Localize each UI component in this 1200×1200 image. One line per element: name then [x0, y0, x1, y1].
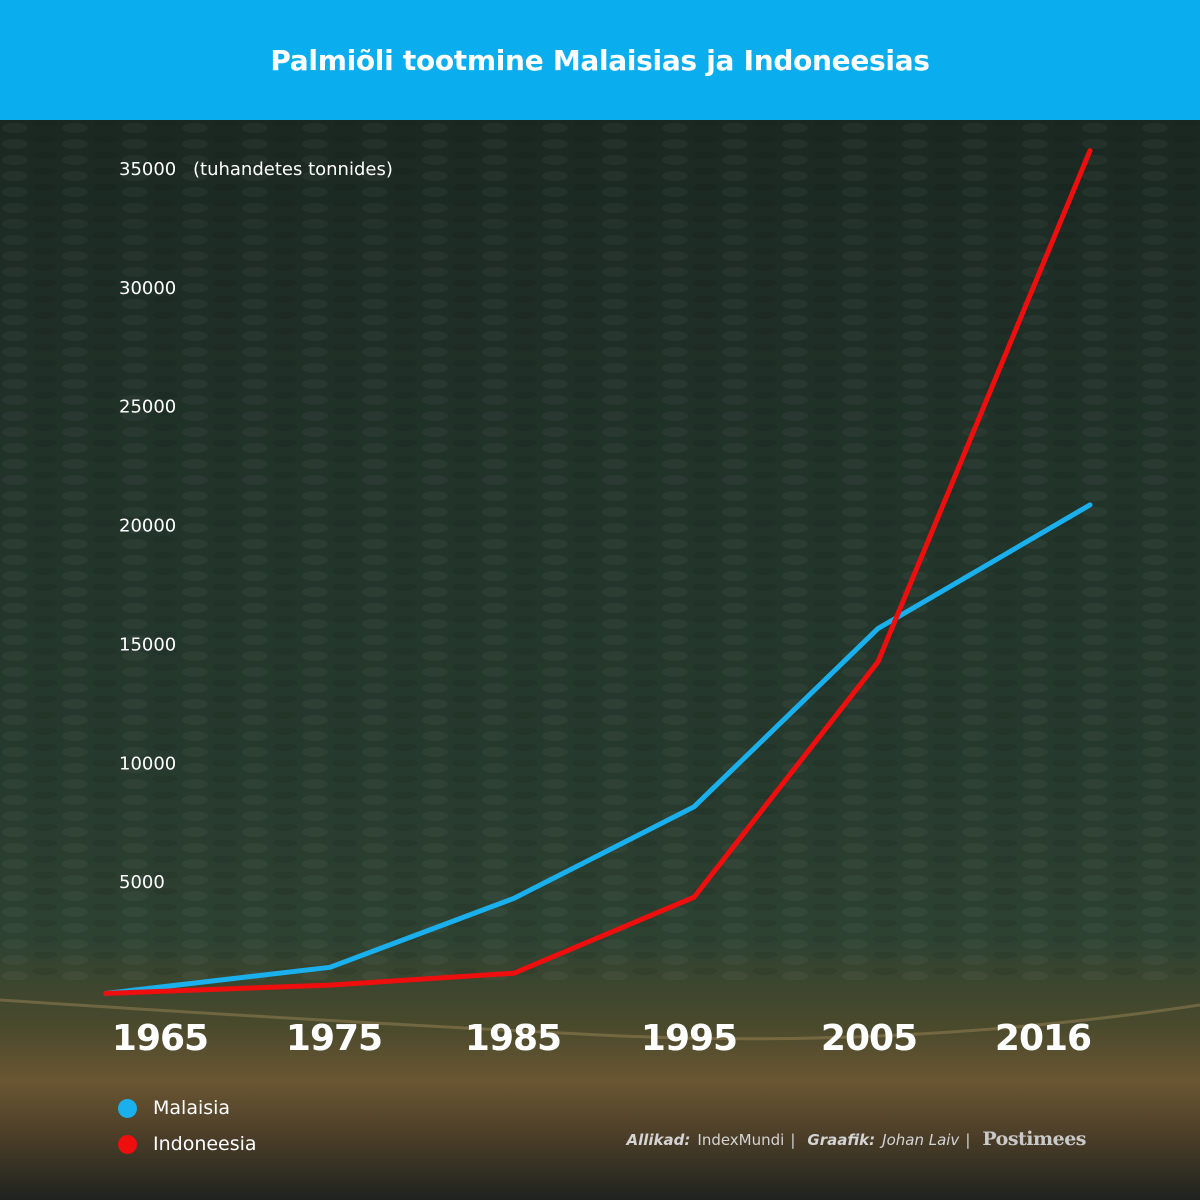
plantation-background-photo: [0, 120, 1200, 1200]
y-tick-label: 30000: [119, 278, 176, 299]
credits-separator: |: [790, 1131, 796, 1149]
x-tick-label: 2016: [995, 1018, 1091, 1059]
x-tick-label: 2005: [821, 1018, 917, 1059]
y-tick-label: 20000: [119, 516, 176, 537]
series-line-indoneesia: [103, 148, 1093, 996]
legend-swatch-indoneesia: [118, 1134, 137, 1154]
credits-separator-2: |: [965, 1131, 971, 1149]
graphic-key: Graafik:: [807, 1131, 876, 1149]
chart-title: Palmiõli tootmine Malaisias ja Indoneesi…: [270, 43, 930, 77]
header-bar: Palmiõli tootmine Malaisias ja Indoneesi…: [0, 0, 1200, 120]
x-tick-label: 1985: [465, 1018, 561, 1059]
legend-label-indoneesia: Indoneesia: [153, 1133, 257, 1155]
x-tick-label: 1995: [641, 1018, 737, 1059]
graphic-value: Johan Laiv: [882, 1131, 960, 1149]
postimees-logo: Postimees: [982, 1128, 1086, 1150]
y-tick-label: 5000: [119, 872, 165, 893]
legend-item-malaisia: Malaisia: [118, 1090, 257, 1126]
series-line-malaisia: [103, 502, 1093, 996]
x-tick-label: 1965: [112, 1018, 208, 1059]
y-tick-label: 35000: [119, 159, 176, 180]
x-tick-label: 1975: [286, 1018, 382, 1059]
legend-item-indoneesia: Indoneesia: [118, 1126, 257, 1162]
y-tick-label: 25000: [119, 397, 176, 418]
sources-value: IndexMundi: [697, 1131, 785, 1149]
y-axis-label: (tuhandetes tonnides): [193, 159, 393, 180]
legend-label-malaisia: Malaisia: [153, 1097, 231, 1119]
legend-swatch-malaisia: [118, 1098, 137, 1118]
y-tick-label: 15000: [119, 634, 176, 655]
legend: Malaisia Indoneesia: [118, 1090, 257, 1162]
y-tick-label: 10000: [119, 753, 176, 774]
credits: Allikad: IndexMundi | Graafik: Johan Lai…: [626, 1128, 1087, 1150]
sources-key: Allikad:: [626, 1131, 691, 1149]
